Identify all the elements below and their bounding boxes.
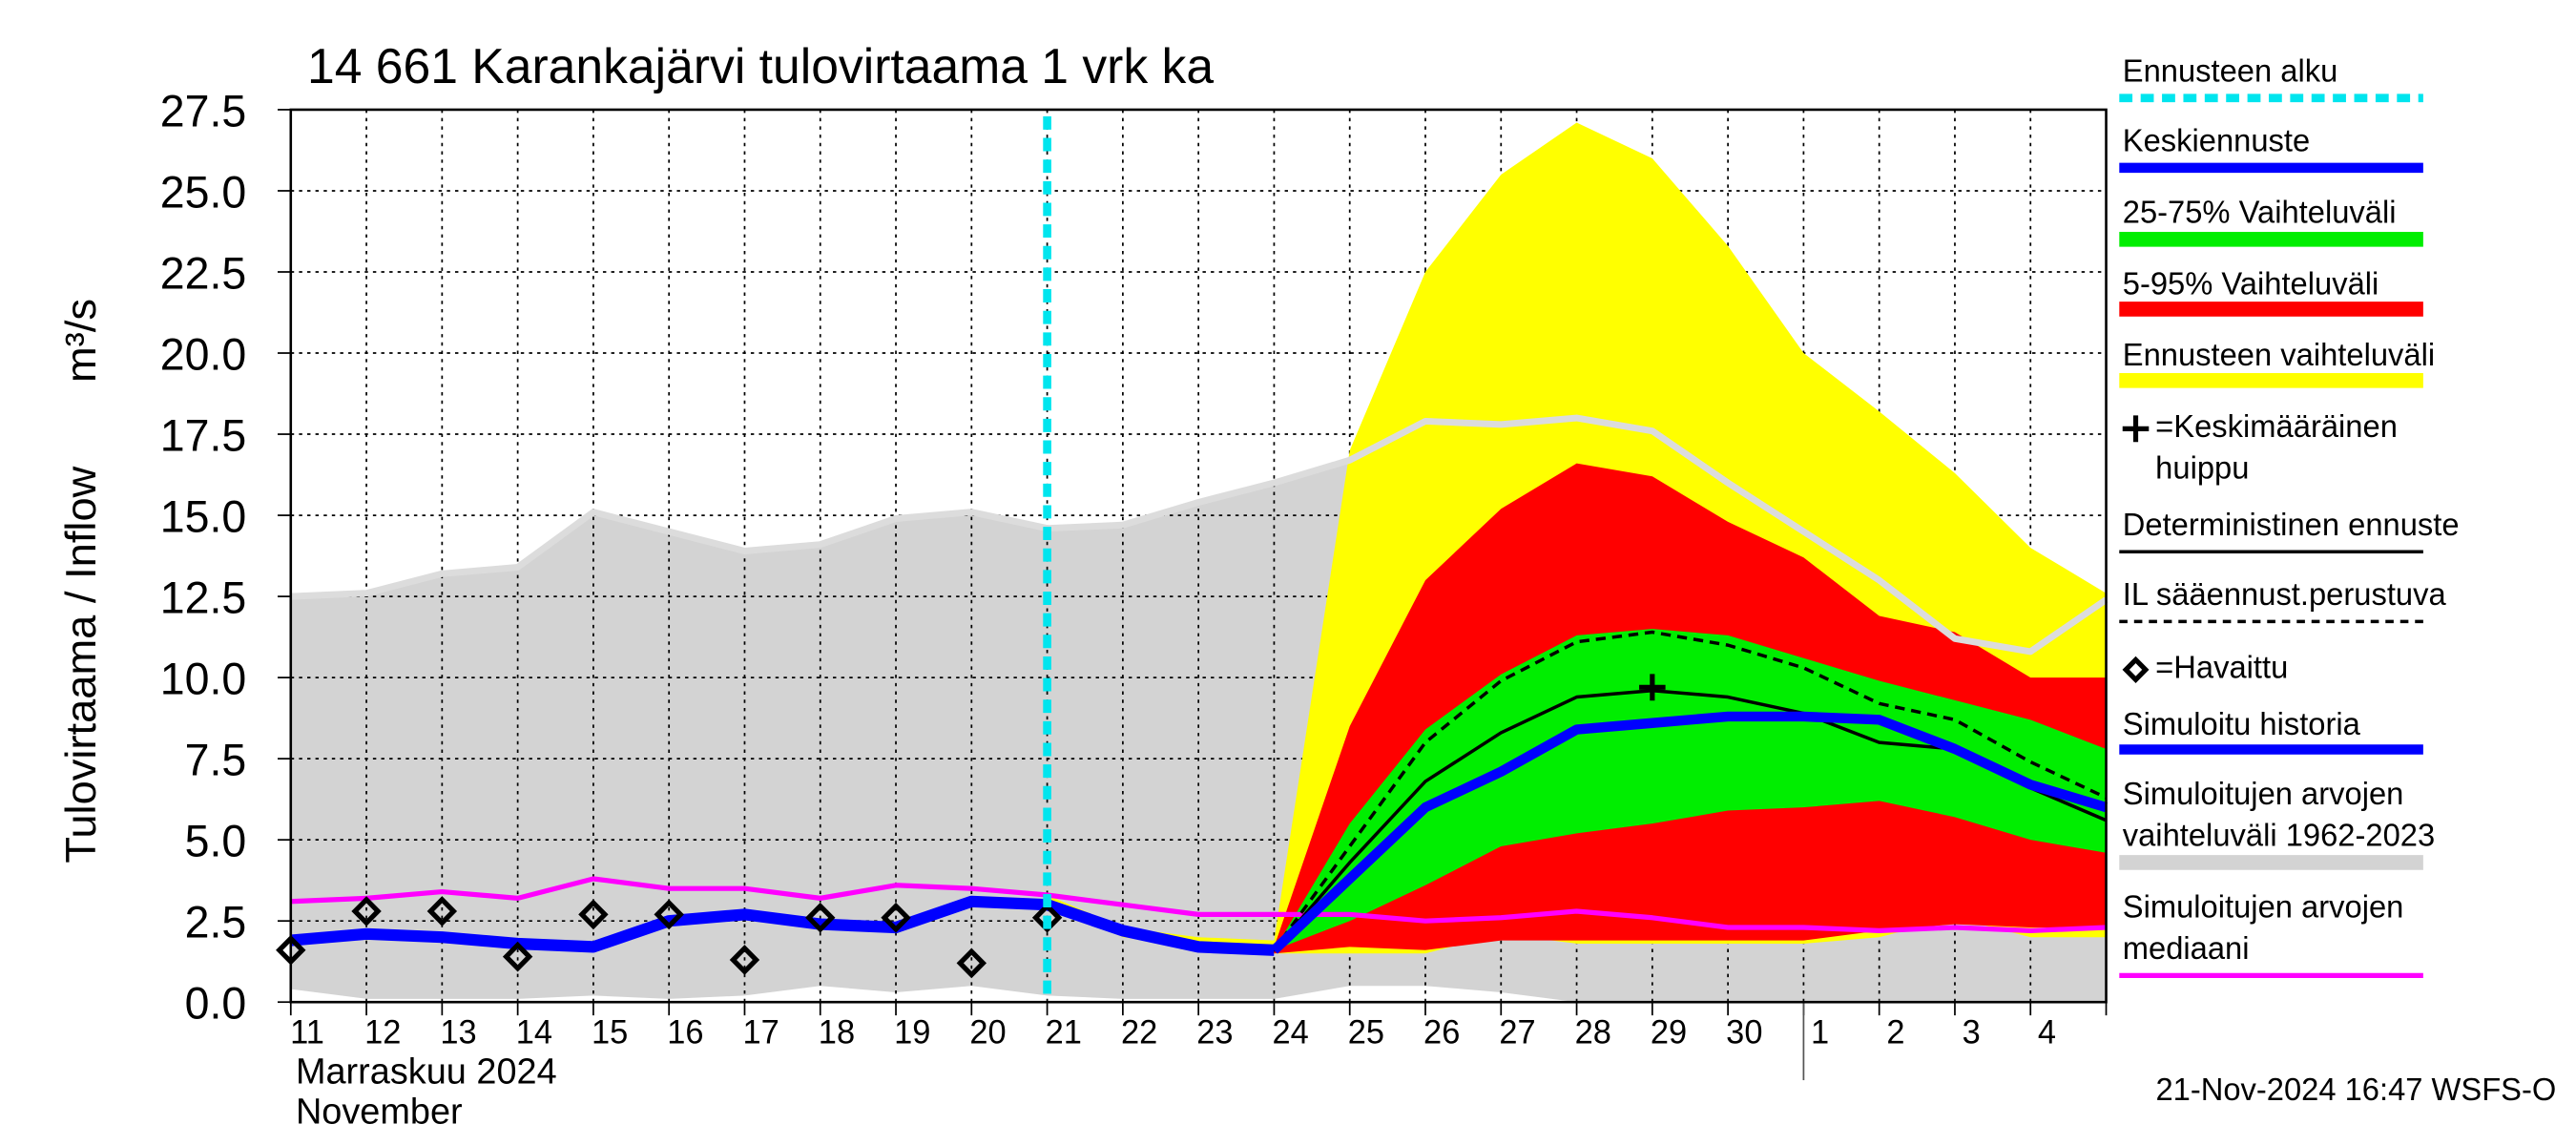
y-tick-label: 22.5 bbox=[160, 248, 246, 298]
x-tick-label: 21 bbox=[1046, 1015, 1082, 1051]
legend-label: =Havaittu bbox=[2155, 651, 2289, 687]
x-tick-label: 15 bbox=[592, 1015, 628, 1051]
history-line bbox=[290, 895, 1275, 956]
x-tick-label: 17 bbox=[743, 1015, 779, 1051]
footer: 21-Nov-2024 16:47 WSFS-O bbox=[2155, 1072, 2556, 1107]
x-tick-label: 29 bbox=[1651, 1015, 1687, 1051]
x-tick-label: 2 bbox=[1886, 1015, 1904, 1051]
y-tick-label: 12.5 bbox=[160, 572, 246, 622]
y-tick-label: 20.0 bbox=[160, 329, 246, 379]
x-axis-label: November bbox=[296, 1092, 463, 1132]
legend-label: Deterministinen ennuste bbox=[2122, 508, 2460, 544]
observed-marker bbox=[1031, 902, 1063, 933]
x-tick-label: 1 bbox=[1811, 1015, 1829, 1051]
y-axis-unit: m³/s bbox=[56, 299, 105, 383]
y-tick-label: 10.0 bbox=[160, 654, 246, 703]
y-tick-label: 0.0 bbox=[185, 978, 247, 1028]
x-tick-label: 20 bbox=[969, 1015, 1006, 1051]
y-tick-label: 7.5 bbox=[185, 735, 247, 784]
median-line bbox=[290, 876, 2107, 934]
y-tick-label: 2.5 bbox=[185, 897, 247, 947]
y-axis-label: Tulovirtaama / Inflow bbox=[56, 466, 105, 863]
observed-marker bbox=[502, 941, 533, 972]
observed-marker bbox=[729, 945, 760, 975]
x-tick-label: 26 bbox=[1423, 1015, 1460, 1051]
legend-label: Simuloitujen arvojen mediaani bbox=[2122, 890, 2404, 968]
x-tick-label: 19 bbox=[894, 1015, 930, 1051]
legend-label: Simuloitujen arvojen vaihteluväli 1962-2… bbox=[2122, 778, 2436, 855]
y-tick-label: 15.0 bbox=[160, 491, 246, 541]
y-tick-label: 25.0 bbox=[160, 167, 246, 217]
legend-label: =Keskimääräinen huippu bbox=[2155, 410, 2398, 488]
x-tick-label: 4 bbox=[2038, 1015, 2056, 1051]
legend-label: 25-75% Vaihteluväli bbox=[2122, 196, 2397, 232]
observed-marker bbox=[426, 896, 458, 926]
y-tick-label: 17.5 bbox=[160, 410, 246, 460]
x-tick-label: 13 bbox=[440, 1015, 476, 1051]
x-tick-label: 18 bbox=[819, 1015, 855, 1051]
x-tick-label: 14 bbox=[516, 1015, 552, 1051]
observed-marker bbox=[881, 902, 911, 933]
observed-marker bbox=[578, 899, 609, 930]
x-tick-label: 16 bbox=[667, 1015, 703, 1051]
legend-label: 5-95% Vaihteluväli bbox=[2122, 267, 2379, 302]
legend-label: Simuloitu historia bbox=[2122, 707, 2360, 743]
observed-marker bbox=[956, 947, 987, 979]
chart-title: 14 661 Karankajärvi tulovirtaama 1 vrk k… bbox=[307, 39, 1214, 94]
y-tick-label: 27.5 bbox=[160, 86, 246, 135]
x-tick-label: 22 bbox=[1121, 1015, 1157, 1051]
observed-marker bbox=[805, 902, 836, 933]
plot-frame bbox=[289, 108, 2108, 1004]
x-tick-label: 30 bbox=[1726, 1015, 1762, 1051]
legend-label: Ennusteen alku bbox=[2122, 54, 2338, 91]
observed-marker bbox=[351, 896, 382, 926]
observed-marker bbox=[654, 899, 684, 930]
x-tick-label: 23 bbox=[1196, 1015, 1233, 1051]
legend-label: IL sääennust.perustuva bbox=[2122, 578, 2446, 614]
y-tick-label: 5.0 bbox=[185, 816, 247, 865]
x-tick-label: 28 bbox=[1575, 1015, 1611, 1051]
band-edge bbox=[290, 414, 2109, 656]
legend-symbol bbox=[2122, 415, 2150, 443]
x-tick-label: 3 bbox=[1963, 1015, 1981, 1051]
x-tick-label: 12 bbox=[364, 1015, 401, 1051]
mean-forecast-line bbox=[1270, 711, 2108, 954]
legend-label: Ennusteen vaihteluväli bbox=[2122, 339, 2436, 374]
x-tick-label: 24 bbox=[1273, 1015, 1309, 1051]
x-tick-label: 25 bbox=[1348, 1015, 1384, 1051]
x-axis-label: Marraskuu 2024 bbox=[296, 1051, 557, 1092]
legend-symbol bbox=[2122, 656, 2150, 684]
legend-label: Keskiennuste bbox=[2122, 124, 2311, 160]
x-tick-label: 27 bbox=[1499, 1015, 1535, 1051]
peak-marker bbox=[1639, 674, 1666, 701]
x-tick-label: 11 bbox=[290, 1015, 324, 1051]
